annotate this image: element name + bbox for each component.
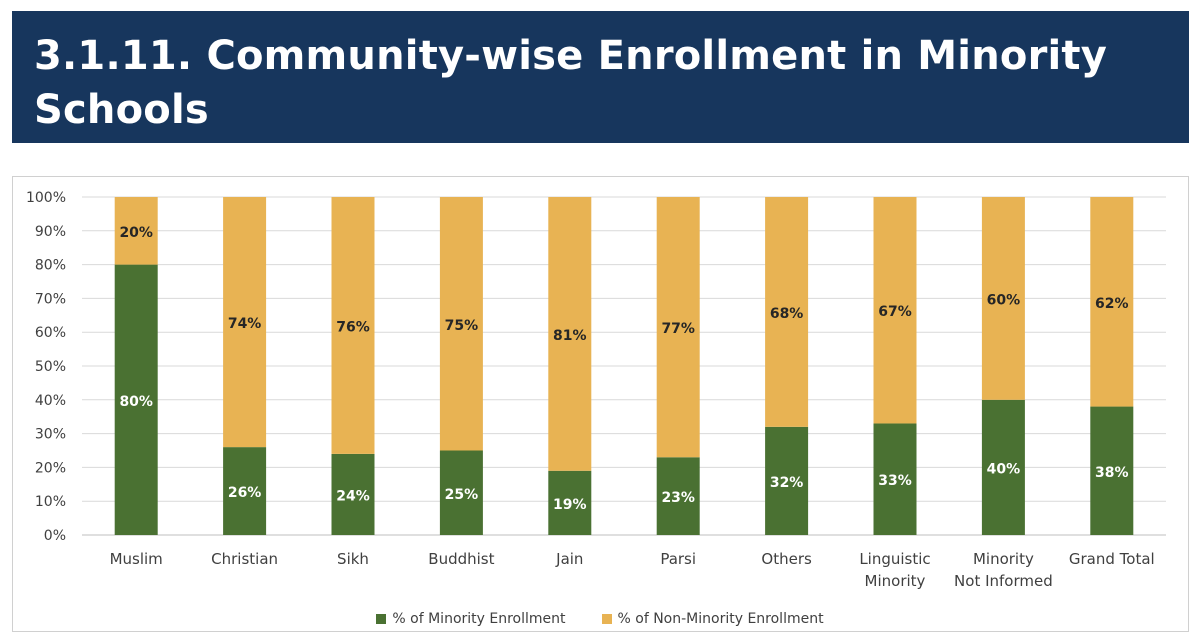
bar-minority <box>1090 406 1134 535</box>
data-label: 20% <box>119 225 153 241</box>
bar-minority <box>114 264 158 535</box>
y-tick-label: 60% <box>35 325 66 341</box>
bar-minority <box>331 453 375 535</box>
data-label: 23% <box>661 490 695 506</box>
data-label: 74% <box>228 316 262 332</box>
y-tick-label: 10% <box>35 494 66 510</box>
data-label: 60% <box>987 292 1021 308</box>
bar-minority <box>548 470 592 535</box>
header-banner: 3.1.11. Community-wise Enrollment in Min… <box>12 11 1189 143</box>
y-tick-label: 30% <box>35 427 66 443</box>
data-label: 80% <box>119 394 153 410</box>
data-label: 26% <box>228 485 262 501</box>
data-label: 33% <box>878 473 912 489</box>
data-label: 75% <box>445 318 479 334</box>
legend-label: % of Non-Minority Enrollment <box>617 611 824 627</box>
legend-item-non-minority: % of Non-Minority Enrollment <box>601 611 824 627</box>
legend-label: % of Minority Enrollment <box>392 611 566 627</box>
x-tick-label: Linguistic <box>859 550 930 568</box>
x-tick-label: Not Informed <box>954 572 1053 590</box>
data-label: 25% <box>445 487 479 503</box>
y-tick-label: 70% <box>35 291 66 307</box>
y-tick-label: 20% <box>35 460 66 476</box>
x-tick-label: Parsi <box>660 550 696 568</box>
x-tick-label: Others <box>761 550 812 568</box>
bar-minority <box>981 399 1025 535</box>
x-tick-label: Grand Total <box>1069 550 1155 568</box>
x-tick-label: Muslim <box>110 550 163 568</box>
x-tick-label: Christian <box>211 550 278 568</box>
legend-swatch <box>601 614 612 624</box>
x-tick-label: Buddhist <box>428 550 494 568</box>
chart-legend: % of Minority Enrollment % of Non-Minorit… <box>0 611 1200 627</box>
data-label: 67% <box>878 304 912 320</box>
bar-minority <box>439 450 483 535</box>
bar-non-minority <box>223 197 267 448</box>
bar-non-minority <box>1090 197 1134 407</box>
data-label: 77% <box>661 321 695 337</box>
legend-swatch <box>376 614 387 624</box>
x-tick-label: Minority <box>973 550 1034 568</box>
data-label: 81% <box>553 328 587 344</box>
y-tick-label: 90% <box>35 224 66 240</box>
bar-minority <box>765 426 809 535</box>
page-title: 3.1.11. Community-wise Enrollment in Min… <box>34 33 1108 133</box>
legend-item-minority: % of Minority Enrollment <box>376 611 566 627</box>
data-label: 24% <box>336 488 370 504</box>
bar-non-minority <box>981 197 1025 400</box>
bar-non-minority <box>548 197 592 471</box>
data-label: 32% <box>770 475 804 491</box>
data-label: 68% <box>770 306 804 322</box>
bar-minority <box>223 447 267 535</box>
x-tick-label: Jain <box>555 550 583 568</box>
data-label: 19% <box>553 497 587 513</box>
x-tick-label: Minority <box>865 572 926 590</box>
bar-minority <box>873 423 917 535</box>
bar-non-minority <box>656 197 700 458</box>
bar-non-minority <box>114 197 158 265</box>
data-label: 38% <box>1095 465 1129 481</box>
data-label: 62% <box>1095 296 1129 312</box>
data-label: 76% <box>336 319 370 335</box>
y-tick-label: 80% <box>35 258 66 274</box>
y-tick-label: 40% <box>35 393 66 409</box>
y-tick-label: 0% <box>44 528 66 544</box>
bar-non-minority <box>439 197 483 451</box>
bar-non-minority <box>873 197 917 424</box>
data-label: 40% <box>987 461 1021 477</box>
bar-non-minority <box>765 197 809 427</box>
y-tick-label: 50% <box>35 359 66 375</box>
x-tick-label: Sikh <box>337 550 369 568</box>
y-tick-label: 100% <box>26 190 66 206</box>
bar-minority <box>656 457 700 535</box>
bar-non-minority <box>331 197 375 454</box>
